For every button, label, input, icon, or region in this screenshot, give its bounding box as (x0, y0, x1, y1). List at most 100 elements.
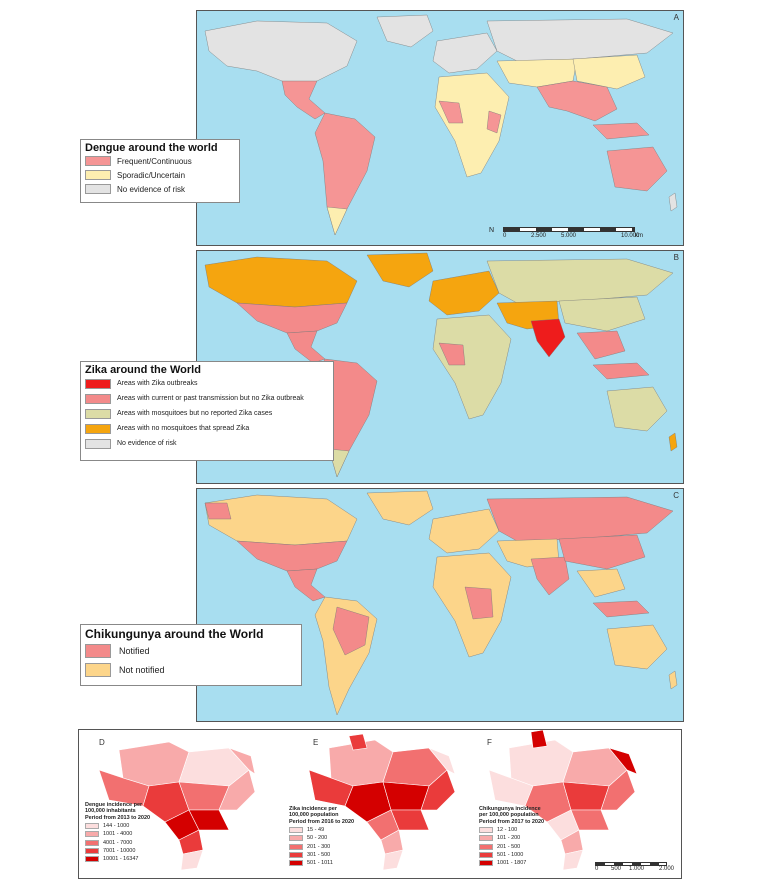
legend-swatch (85, 856, 99, 863)
panel-letter: A (673, 13, 679, 22)
greenland (366, 252, 434, 288)
brazil-map-dengue: D Dengue incidence per 100,000 inhabitan… (79, 730, 279, 878)
north-asia (486, 496, 674, 542)
state-region (562, 849, 584, 871)
brazil (332, 606, 370, 656)
state-region (570, 809, 610, 831)
zika-legend: Zika around the World Areas with Zika ou… (80, 361, 334, 461)
dengue-world-map (204, 14, 678, 236)
legend-label: Areas with mosquitoes but no reported Zi… (117, 410, 273, 417)
legend-label: 4001 - 7000 (103, 839, 133, 846)
north-arrow: N (489, 227, 495, 234)
africa-west (438, 100, 464, 124)
north-asia (486, 18, 674, 62)
legend-item: 4001 - 7000 (85, 840, 150, 846)
new-zealand (668, 670, 678, 690)
legend-swatch (289, 835, 303, 842)
brazil-map-chikungunya: F Chikungunya incidence per 100,000 popu… (479, 730, 679, 878)
legend-swatch (289, 860, 303, 867)
legend-swatch (479, 843, 493, 850)
legend-swatch (479, 852, 493, 859)
legend-swatch (85, 170, 111, 180)
legend-title-line: Dengue incidence per (85, 802, 143, 808)
zika-world-map (204, 252, 678, 478)
legend-label: 50 - 200 (307, 835, 328, 842)
chikungunya-world-map (204, 490, 678, 716)
legend-item: 1001 - 4000 (85, 831, 150, 838)
legend-label: 1001 - 1807 (497, 860, 527, 867)
legend-item: Sporadic/Uncertain (85, 168, 235, 182)
legend-item: Areas with Zika outbreaks (85, 376, 329, 391)
brazil-legend: Dengue incidence per 100,000 inhabitants… (85, 802, 150, 863)
legend-label: 301 - 500 (307, 851, 331, 858)
africa (434, 72, 510, 178)
legend-label: Areas with current or past transmission … (117, 395, 304, 402)
canada (204, 256, 358, 308)
panel-letter: D (99, 738, 105, 747)
legend-label: Not notified (119, 664, 165, 675)
legend-item: 201 - 300 (289, 844, 354, 850)
legend-swatch (85, 156, 111, 166)
africa-central (464, 586, 494, 620)
panel-letter: E (313, 738, 319, 747)
brazil-zika-svg (308, 733, 456, 871)
legend-title-line: Zika incidence per (289, 806, 337, 812)
legend-swatch (85, 823, 99, 830)
legend-item: Areas with current or past transmission … (85, 391, 329, 406)
legend-swatch (479, 835, 493, 842)
legend-swatch (289, 827, 303, 834)
scale-tick: 500 (611, 866, 622, 872)
panel-letter: B (673, 253, 679, 262)
indonesia (592, 600, 650, 618)
legend-swatch (85, 438, 111, 449)
alaska (204, 502, 232, 520)
brazil-legend: Zika incidence per 100,000 population Pe… (289, 806, 354, 867)
state-region (348, 733, 368, 751)
legend-title-line: Chikungunya incidence (479, 806, 541, 812)
legend-label: 7001 - 10000 (103, 847, 136, 854)
legend-item: 301 - 500 (289, 851, 354, 859)
legend-swatch (479, 827, 493, 834)
legend-item: 10001 - 16347 (85, 856, 150, 863)
legend-label: 144 - 1000 (103, 822, 130, 829)
indonesia (592, 122, 650, 140)
legend-swatch (289, 852, 303, 859)
legend-title-line: Period from 2017 to 2020 (479, 818, 545, 825)
state-region (228, 747, 256, 775)
legend-title: Dengue around the world (85, 142, 218, 154)
legend-swatch (85, 848, 99, 855)
map-panel-dengue: A N 0 2.500 5.000 10.000 km (196, 10, 684, 246)
legend-swatch (85, 839, 99, 846)
legend-item: Areas with no mosquitoes that spread Zik… (85, 421, 329, 436)
legend-item: 201 - 500 (479, 844, 544, 850)
scale-tick: 1.000 (629, 866, 645, 872)
legend-item: 501 - 1000 (479, 851, 544, 859)
brazil-chikungunya-svg (488, 730, 638, 871)
brazil-dengue-svg (98, 741, 256, 871)
legend-label: 201 - 300 (307, 843, 331, 850)
legend-item: No evidence of risk (85, 182, 235, 196)
legend-item: 101 - 200 (479, 835, 544, 842)
legend-label: 12 - 100 (497, 826, 518, 833)
legend-title: Zika around the World (85, 364, 201, 376)
legend-swatch (85, 184, 111, 194)
map-panel-chikungunya: C (196, 488, 684, 722)
greenland (376, 14, 434, 48)
legend-label: Frequent/Continuous (117, 156, 192, 166)
canada (204, 494, 358, 546)
legend-label: No evidence of risk (117, 184, 186, 194)
legend-label: No evidence of risk (117, 440, 177, 447)
australia (606, 146, 668, 192)
state-region (428, 747, 456, 775)
north-asia (486, 258, 674, 304)
state-region (530, 730, 548, 749)
legend-label: 201 - 500 (497, 843, 521, 850)
new-zealand (668, 432, 678, 452)
south-asia (536, 80, 618, 122)
legend-label: 501 - 1000 (497, 851, 524, 858)
china (558, 296, 646, 332)
north-america (204, 20, 358, 90)
scale-bar: 0 2.500 5.000 10.000 km (503, 225, 643, 243)
australia (606, 624, 668, 670)
brazil-map-zika: E Zika incidence per 100,000 population … (279, 730, 479, 878)
